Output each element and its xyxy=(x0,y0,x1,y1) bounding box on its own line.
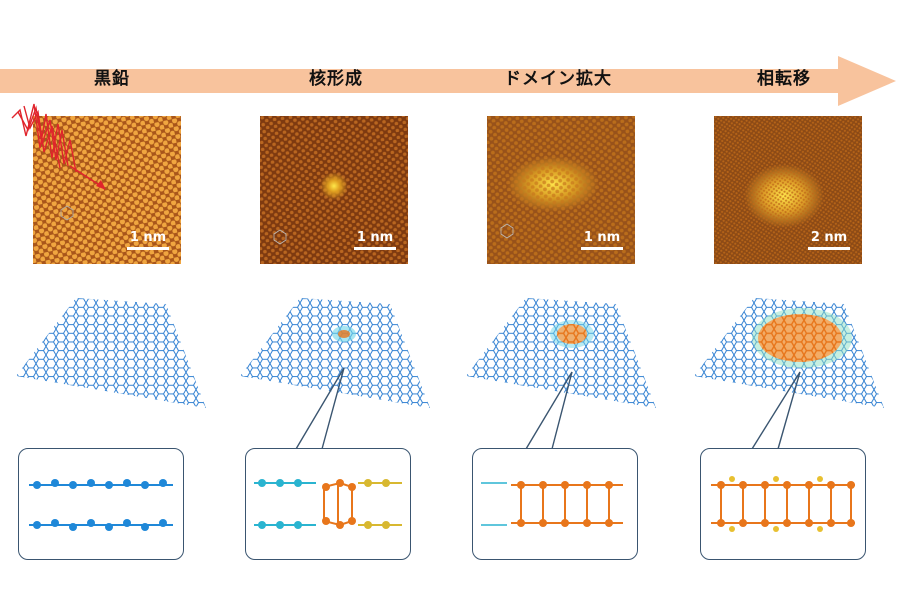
scale-label-2: 1 nm xyxy=(356,230,394,245)
stage-label-domain-growth: ドメイン拡大 xyxy=(504,69,612,89)
inset-structure-domain-growth xyxy=(472,448,638,560)
stm-image-domain-growth: 1 nm xyxy=(487,116,635,264)
scale-label-3: 1 nm xyxy=(583,230,621,245)
scale-label-4: 2 nm xyxy=(810,230,848,245)
lattice-sheet-phase-transition xyxy=(694,290,884,420)
scale-label-1: 1 nm xyxy=(129,230,167,245)
lattice-sheet-graphite xyxy=(16,290,206,420)
inset-structure-phase-transition xyxy=(700,448,866,560)
stage-label-nucleation: 核形成 xyxy=(309,69,363,89)
stm-image-phase-transition: 2 nm xyxy=(714,116,862,264)
inset-structure-graphite xyxy=(18,448,184,560)
lattice-sheet-nucleation xyxy=(240,290,430,420)
stage-label-phase-transition: 相転移 xyxy=(757,69,811,89)
stm-image-graphite: 1 nm xyxy=(33,116,181,264)
stm-image-nucleation: 1 nm xyxy=(260,116,408,264)
inset-structure-nucleation xyxy=(245,448,411,560)
stage-label-graphite: 黒鉛 xyxy=(94,69,130,89)
laser-pulse-icon xyxy=(11,103,106,190)
lattice-sheet-domain-growth xyxy=(466,290,656,420)
process-arrow xyxy=(0,56,896,106)
